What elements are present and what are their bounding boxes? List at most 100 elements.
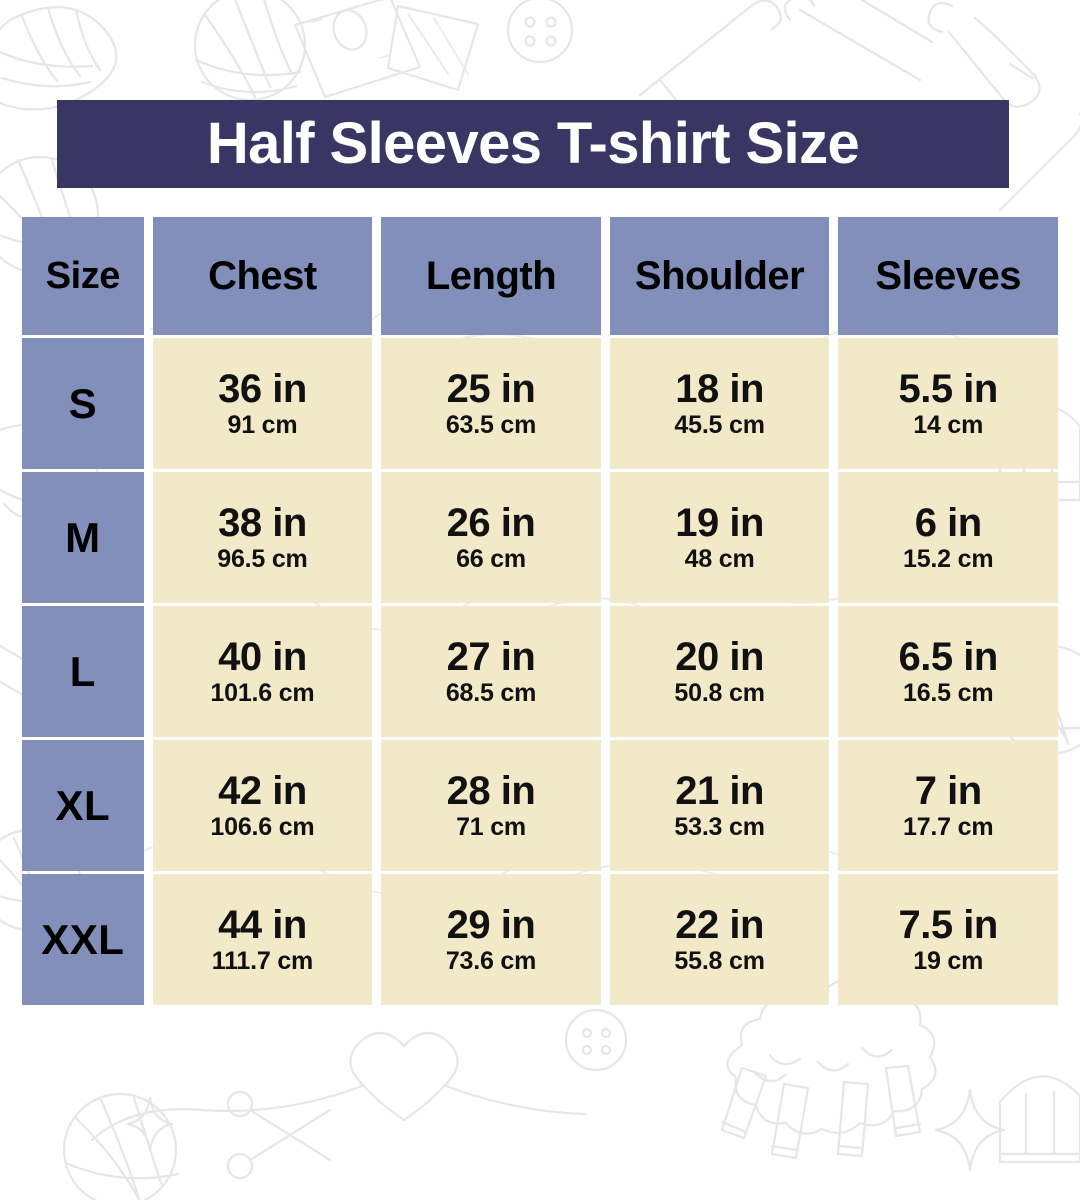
yarn-skein-icon <box>0 6 118 111</box>
table-body: S 36 in 91 cm 25 in 63.5 cm 18 in 45.5 cm 5.5 i… <box>22 338 1058 1005</box>
measurement-inches: 29 in <box>446 903 536 948</box>
measurement-cell: 36 in 91 cm <box>152 338 373 469</box>
column-header-length: Length <box>381 217 601 335</box>
measurement-centimeters: 16.5 cm <box>903 679 994 708</box>
chart-title-bar: Half Sleeves T-shirt Size <box>57 100 1009 188</box>
measurement-cell: 42 in 106.6 cm <box>152 740 373 871</box>
button-icon <box>506 0 574 64</box>
measurement-inches: 22 in <box>675 903 764 948</box>
measurement-centimeters: 91 cm <box>227 411 298 440</box>
measurement-cell-inner: 20 in 50.8 cm <box>610 606 830 737</box>
scissors-icon <box>226 1090 332 1180</box>
measurement-cell-inner: 28 in 71 cm <box>381 740 601 871</box>
measurement-cell: 20 in 50.8 cm <box>609 606 830 737</box>
measurement-centimeters: 106.6 cm <box>210 813 315 842</box>
measurement-cell-inner: 22 in 55.8 cm <box>610 874 830 1005</box>
measurement-cell-inner: 7 in 17.7 cm <box>838 740 1058 871</box>
table-row: L 40 in 101.6 cm 27 in 68.5 cm 20 in 50.8 cm 6.… <box>22 606 1058 737</box>
size-label-cell: L <box>22 606 144 737</box>
measurement-centimeters: 48 cm <box>684 545 755 574</box>
measurement-centimeters: 96.5 cm <box>217 545 308 574</box>
measurement-inches: 6.5 in <box>898 635 999 680</box>
measurement-centimeters: 63.5 cm <box>445 411 537 440</box>
table-header-row: Size Chest Length Shoulder Sleeves <box>22 217 1058 335</box>
crochet-hook-icon <box>638 0 783 102</box>
column-header-chest: Chest <box>152 217 373 335</box>
measurement-cell: 38 in 96.5 cm <box>152 472 373 603</box>
measurement-inches: 5.5 in <box>898 367 999 412</box>
measurement-cell: 28 in 71 cm <box>381 740 601 871</box>
knitting-needles-icon <box>783 0 934 82</box>
measurement-centimeters: 71 cm <box>456 813 526 842</box>
measurement-inches: 42 in <box>218 769 307 814</box>
yarn-label-tag-icon <box>293 0 480 99</box>
measurement-cell-inner: 38 in 96.5 cm <box>153 472 373 603</box>
measurement-centimeters: 111.7 cm <box>211 947 314 976</box>
measurement-cell: 26 in 66 cm <box>381 472 601 603</box>
measurement-cell-inner: 19 in 48 cm <box>610 472 830 603</box>
measurement-cell: 7 in 17.7 cm <box>838 740 1058 871</box>
measurement-inches: 28 in <box>446 769 536 814</box>
measurement-centimeters: 14 cm <box>913 411 984 440</box>
measurement-inches: 7 in <box>914 769 982 814</box>
measurement-cell-inner: 5.5 in 14 cm <box>838 338 1058 469</box>
measurement-centimeters: 73.6 cm <box>445 947 537 976</box>
measurement-cell: 19 in 48 cm <box>609 472 830 603</box>
measurement-cell-inner: 7.5 in 19 cm <box>838 874 1058 1005</box>
measurement-inches: 6 in <box>914 501 982 546</box>
heart-yarn-icon <box>90 1031 588 1142</box>
measurement-cell: 25 in 63.5 cm <box>381 338 601 469</box>
table-row: XXL 44 in 111.7 cm 29 in 73.6 cm 22 in 55.8 cm… <box>22 874 1058 1005</box>
column-header-shoulder: Shoulder <box>609 217 830 335</box>
measurement-inches: 40 in <box>218 635 307 680</box>
size-label-cell: XXL <box>22 874 144 1005</box>
measurement-cell-inner: 40 in 101.6 cm <box>153 606 373 737</box>
measurement-inches: 21 in <box>675 769 764 814</box>
table-row: M 38 in 96.5 cm 26 in 66 cm 19 in 48 cm 6 in 15.… <box>22 472 1058 603</box>
measurement-inches: 36 in <box>218 367 307 412</box>
sparkle-icon <box>126 1096 174 1152</box>
measurement-inches: 7.5 in <box>898 903 999 948</box>
measurement-centimeters: 101.6 cm <box>210 679 315 708</box>
measurement-cell: 40 in 101.6 cm <box>152 606 373 737</box>
measurement-inches: 18 in <box>675 367 764 412</box>
size-label-cell: M <box>22 472 144 603</box>
table-row: XL 42 in 106.6 cm 28 in 71 cm 21 in 53.3 cm 7 i… <box>22 740 1058 871</box>
size-label-cell: S <box>22 338 144 469</box>
size-label-cell: XL <box>22 740 144 871</box>
measurement-centimeters: 55.8 cm <box>674 947 765 976</box>
measurement-centimeters: 15.2 cm <box>903 545 994 574</box>
button-icon <box>564 1008 628 1072</box>
page-title: Half Sleeves T-shirt Size <box>206 111 860 176</box>
measurement-inches: 44 in <box>218 903 307 948</box>
measurement-cell-inner: 6.5 in 16.5 cm <box>838 606 1058 737</box>
measurement-inches: 27 in <box>446 635 536 680</box>
beanie-hat-icon <box>998 1075 1080 1164</box>
measurement-centimeters: 17.7 cm <box>903 813 994 842</box>
measurement-centimeters: 68.5 cm <box>445 679 537 708</box>
table-header: Size Chest Length Shoulder Sleeves <box>22 217 1058 335</box>
yarn-ball-icon <box>62 1092 180 1200</box>
measurement-cell-inner: 42 in 106.6 cm <box>153 740 373 871</box>
measurement-centimeters: 53.3 cm <box>674 813 765 842</box>
sparkle-icon <box>934 1088 1006 1172</box>
measurement-cell: 29 in 73.6 cm <box>381 874 601 1005</box>
measurement-centimeters: 45.5 cm <box>674 411 765 440</box>
measurement-cell-inner: 36 in 91 cm <box>153 338 373 469</box>
column-header-size: Size <box>22 217 144 335</box>
measurement-cell: 21 in 53.3 cm <box>609 740 830 871</box>
measurement-cell: 5.5 in 14 cm <box>838 338 1058 469</box>
measurement-cell-inner: 6 in 15.2 cm <box>838 472 1058 603</box>
size-chart-table: Size Chest Length Shoulder Sleeves S 36 i… <box>13 214 1067 1008</box>
measurement-centimeters: 66 cm <box>456 545 526 574</box>
measurement-inches: 38 in <box>218 501 307 546</box>
measurement-cell: 18 in 45.5 cm <box>609 338 830 469</box>
measurement-inches: 25 in <box>446 367 536 412</box>
yarn-ball-icon <box>193 0 307 102</box>
measurement-cell: 6 in 15.2 cm <box>838 472 1058 603</box>
table-row: S 36 in 91 cm 25 in 63.5 cm 18 in 45.5 cm 5.5 i… <box>22 338 1058 469</box>
measurement-inches: 26 in <box>446 501 536 546</box>
measurement-cell-inner: 27 in 68.5 cm <box>381 606 601 737</box>
safety-pin-icon <box>927 1 1041 108</box>
